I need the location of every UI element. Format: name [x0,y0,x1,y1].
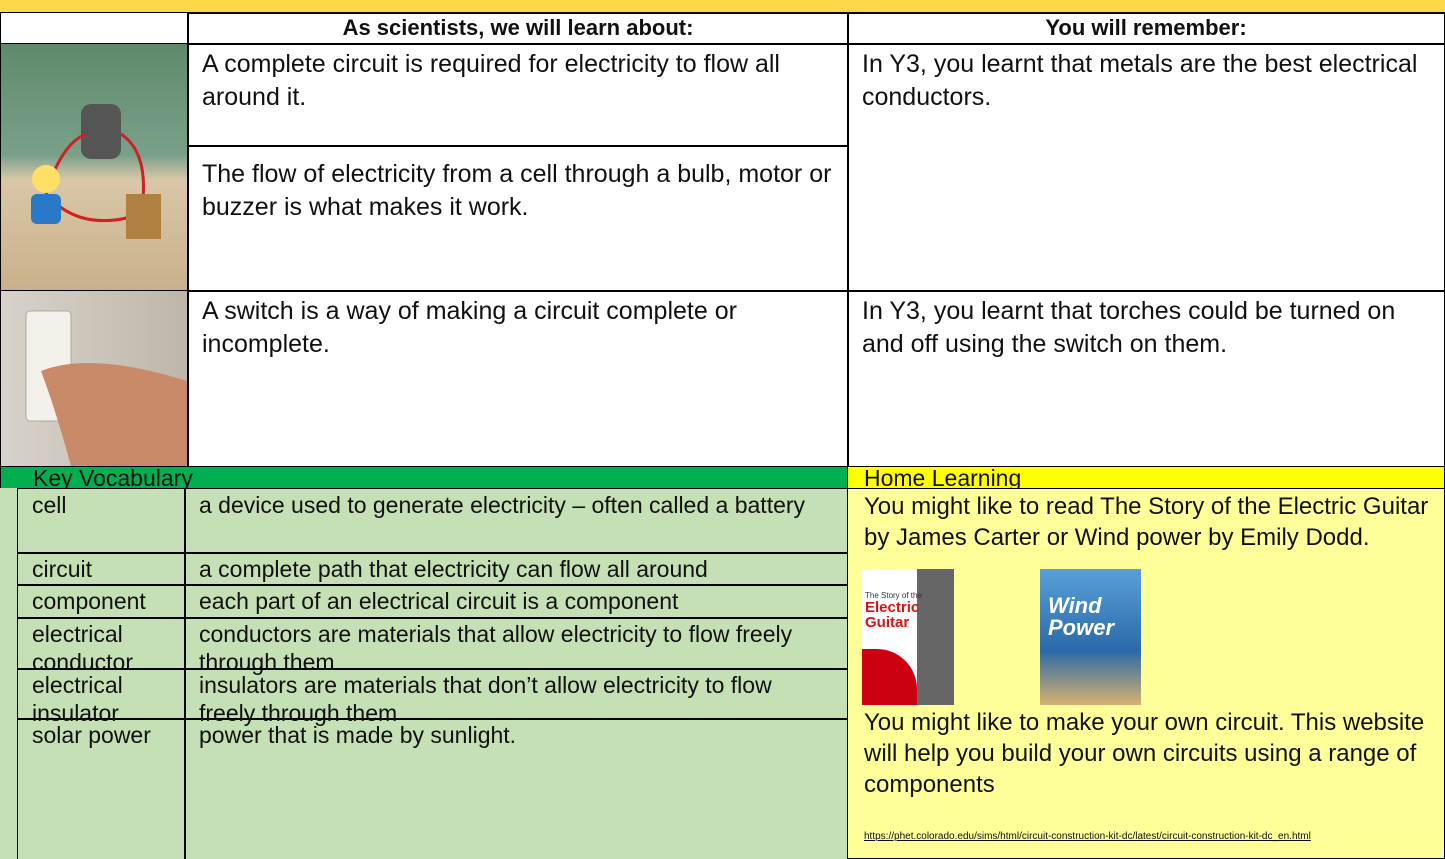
home-heading: Home Learning [847,466,1445,490]
vocab-definition: insulators are materials that don’t allo… [184,668,849,720]
switch [126,194,161,239]
switch-illustration [1,291,187,466]
circuit-illustration [1,44,187,290]
hand [41,363,187,466]
vocab-definition: a complete path that electricity can flo… [184,552,849,586]
book-cover: Wind Power [1040,569,1141,705]
home-activity: You might like to make your own circuit.… [864,707,1444,800]
home-area: You might like to read The Story of the … [847,488,1445,859]
bulb-holder [31,194,61,224]
bulb [32,165,60,193]
battery [81,104,121,159]
vocab-definition: a device used to generate electricity – … [184,488,849,554]
guitar [862,649,917,705]
vocab-term: solar power [17,718,186,859]
vocab-heading: Key Vocabulary [0,466,849,490]
learn-text: A switch is a way of making a circuit co… [187,290,849,468]
remember-text: In Y3, you learnt that metals are the be… [847,43,1445,292]
book-cover: The Story of the Electric Guitar [862,569,954,705]
home-reading: You might like to read The Story of the … [864,491,1444,553]
vocab-term: component [17,584,186,619]
remember-heading: You will remember: [847,12,1445,45]
switch-image [0,290,189,468]
book-subtitle: The Story of the [862,569,954,600]
vocab-definition: conductors are materials that allow elec… [184,617,849,670]
learn-text: The flow of electricity from a cell thro… [187,145,849,292]
header-cell [0,12,189,45]
vocab-definition: power that is made by sunlight. [184,718,849,859]
circuit-image [0,43,189,292]
vocab-definition: each part of an electrical circuit is a … [184,584,849,619]
vocab-term: electrical insulator [17,668,186,720]
vocab-term: electrical conductor [17,617,186,670]
remember-text: In Y3, you learnt that torches could be … [847,290,1445,468]
website-link[interactable]: https://phet.colorado.edu/sims/html/circ… [864,831,1444,842]
page: As scientists, we will learn about: You … [0,0,1445,859]
book-title: Electric Guitar [862,600,923,630]
learn-heading: As scientists, we will learn about: [187,12,849,45]
vocab-term: circuit [17,552,186,586]
learn-text: A complete circuit is required for elect… [187,43,849,147]
book-title: Wind Power [1040,569,1116,639]
vocab-term: cell [17,488,186,554]
